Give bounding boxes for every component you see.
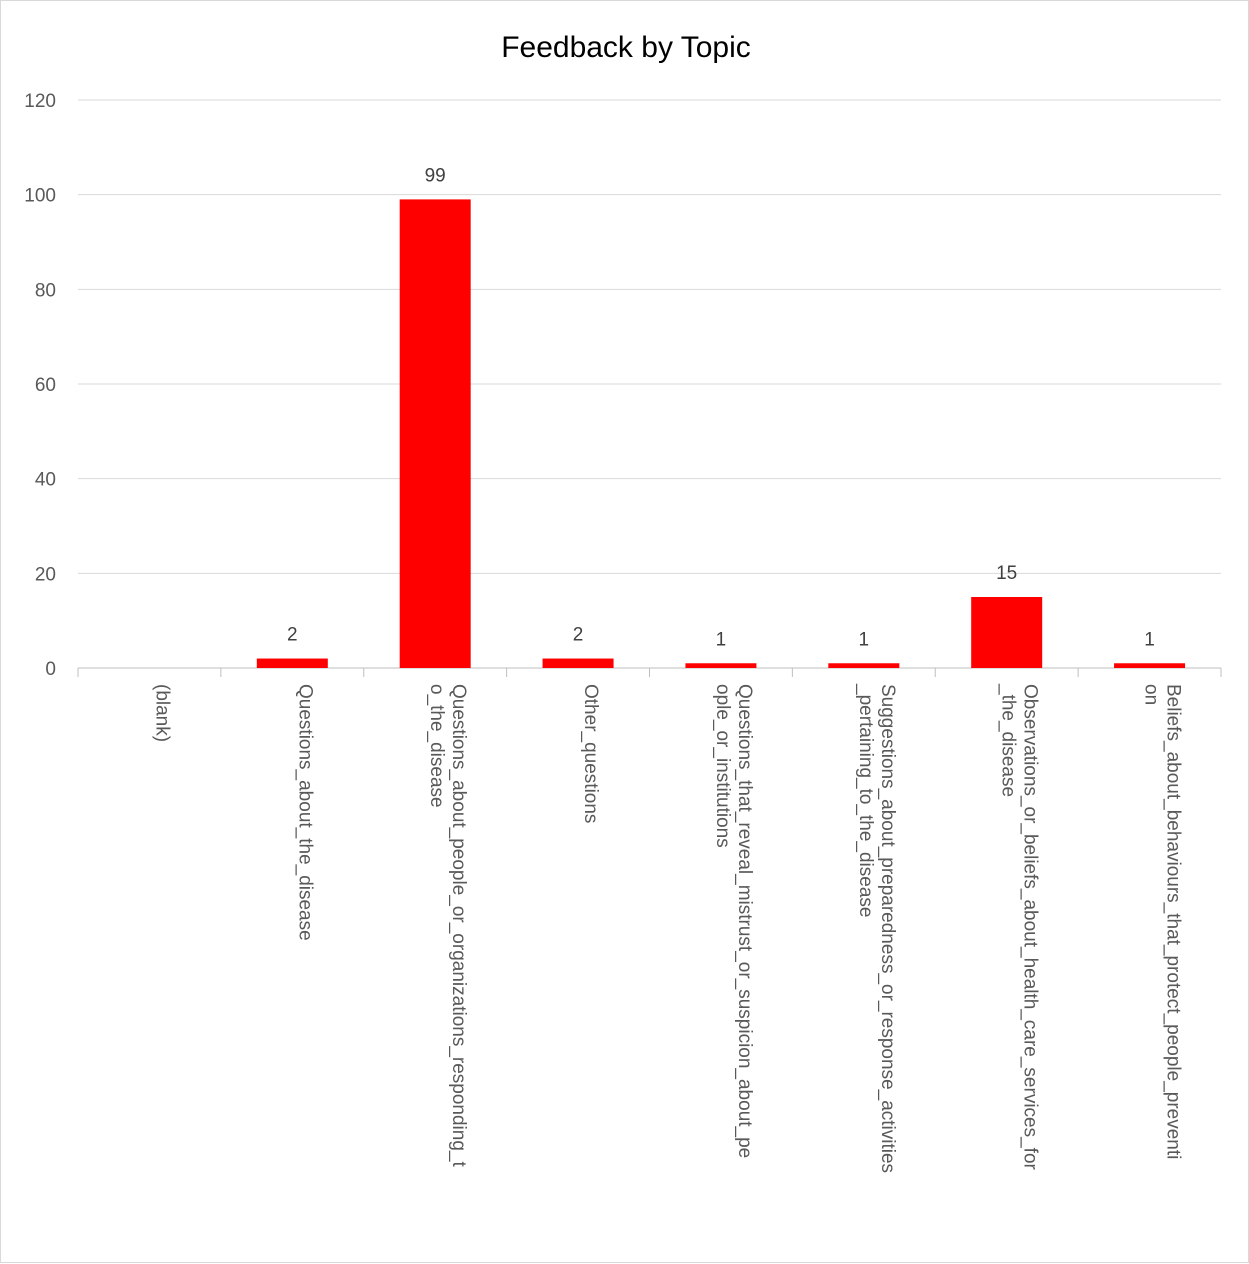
x-category-label-line: Questions_about_people_or_organizations_… bbox=[448, 684, 469, 1167]
x-category-label-line: _the_disease bbox=[998, 683, 1019, 797]
bar bbox=[256, 658, 328, 668]
x-axis bbox=[77, 667, 1222, 677]
x-category-label-line: Questions_that_reveal_mistrust_or_suspic… bbox=[734, 684, 755, 1158]
x-axis-categories: (blank) Questions_about_the_disease Questi… bbox=[151, 683, 1183, 1173]
gridlines bbox=[78, 99, 1221, 574]
x-category-label-line: on bbox=[1141, 684, 1162, 705]
x-category-label: Other_questions bbox=[580, 684, 601, 823]
x-category-label-line: Observations_or_beliefs_about_health_car… bbox=[1020, 684, 1041, 1171]
x-category-label-line: (blank) bbox=[151, 684, 172, 742]
y-tick-label: 0 bbox=[45, 659, 56, 680]
bar bbox=[1114, 663, 1186, 668]
x-category-label: (blank) bbox=[151, 684, 172, 742]
data-label: 1 bbox=[716, 629, 727, 650]
data-labels: 2 99 2 1 1 15 1 bbox=[287, 165, 1155, 650]
data-label: 1 bbox=[859, 629, 870, 650]
y-tick-label: 40 bbox=[35, 470, 56, 491]
bars bbox=[256, 199, 1186, 668]
x-category-label: Observations_or_beliefs_about_health_car… bbox=[998, 683, 1041, 1171]
y-tick-label: 60 bbox=[35, 375, 56, 396]
x-category-label-line: Suggestions_about_preparedness_or_respon… bbox=[877, 684, 898, 1173]
x-category-label-line: o_the_disease bbox=[426, 684, 447, 808]
data-label: 2 bbox=[287, 625, 298, 646]
data-label: 99 bbox=[425, 165, 446, 186]
x-category-label: Questions_about_the_disease bbox=[294, 684, 315, 941]
x-category-label-line: ople_or_institutions bbox=[712, 684, 733, 848]
x-category-label-line: _pertaining_to_the_disease bbox=[855, 683, 876, 917]
x-category-label: Questions_that_reveal_mistrust_or_suspic… bbox=[712, 684, 755, 1158]
bar bbox=[399, 199, 471, 668]
bar bbox=[828, 663, 900, 668]
y-tick-label: 80 bbox=[35, 280, 56, 301]
x-category-label: Questions_about_people_or_organizations_… bbox=[426, 684, 469, 1167]
chart-title: Feedback by Topic bbox=[501, 31, 751, 64]
x-category-label-line: Questions_about_the_disease bbox=[294, 684, 315, 941]
y-axis-ticks: 0 20 40 60 80 100 120 bbox=[24, 91, 56, 680]
data-label: 2 bbox=[573, 625, 584, 646]
x-category-label: Beliefs_about_behaviours_that_protect_pe… bbox=[1141, 684, 1184, 1159]
data-label: 15 bbox=[996, 563, 1017, 584]
bar bbox=[971, 597, 1043, 668]
data-label: 1 bbox=[1144, 629, 1155, 650]
bar bbox=[542, 658, 614, 668]
x-category-label-line: Beliefs_about_behaviours_that_protect_pe… bbox=[1163, 684, 1184, 1159]
y-tick-label: 120 bbox=[24, 91, 56, 112]
x-category-label: Suggestions_about_preparedness_or_respon… bbox=[855, 683, 898, 1173]
y-tick-label: 20 bbox=[35, 564, 56, 585]
bar bbox=[685, 663, 757, 668]
y-tick-label: 100 bbox=[24, 186, 56, 207]
x-category-label-line: Other_questions bbox=[580, 684, 601, 823]
